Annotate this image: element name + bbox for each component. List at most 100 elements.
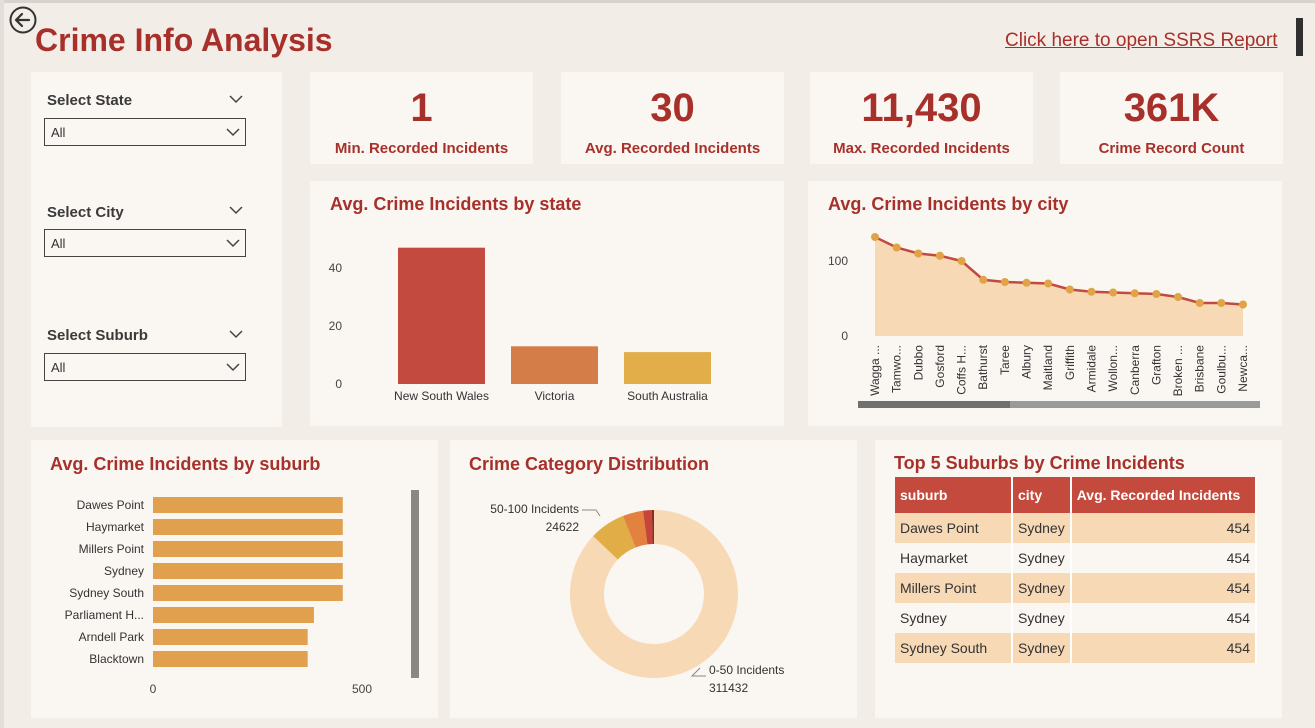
slice-label: 50-100 Incidents	[490, 502, 579, 516]
table-cell: Sydney	[1012, 573, 1072, 603]
y-tick-label: Sydney South	[69, 586, 144, 600]
chevron-down-icon[interactable]	[229, 205, 243, 215]
back-arrow-icon[interactable]	[9, 6, 37, 34]
bar-parliament-h-	[153, 607, 314, 623]
city-slicer-label: Select City	[47, 204, 124, 221]
chevron-down-icon	[226, 128, 240, 137]
table-cell: Sydney South	[895, 633, 1013, 663]
kpi-card-min: 1 Min. Recorded Incidents	[310, 72, 533, 164]
y-tick-label: Blacktown	[89, 652, 144, 666]
x-tick-label: New South Wales	[394, 389, 489, 403]
x-tick-label: Griffith	[1063, 345, 1077, 380]
x-tick-label: Bathurst	[976, 344, 990, 389]
state-dropdown[interactable]: All	[44, 118, 246, 146]
ssrs-report-link[interactable]: Click here to open SSRS Report	[1005, 30, 1278, 51]
slice-200-500-incidents	[642, 510, 653, 545]
table-cell: 454	[1070, 633, 1258, 663]
table-cell: 454	[1070, 543, 1258, 573]
y-tick-label: 0	[335, 377, 342, 391]
city-chart-title: Avg. Crime Incidents by city	[828, 194, 1069, 214]
y-tick-label: 40	[329, 261, 343, 275]
kpi-card-count: 361K Crime Record Count	[1060, 72, 1283, 164]
x-tick-label: South Australia	[627, 389, 708, 403]
table-cell: 454	[1070, 603, 1258, 633]
bar-arndell-park	[153, 629, 308, 645]
bar-south-australia	[624, 352, 711, 384]
bar-sydney-south	[153, 585, 343, 601]
table-cell: Haymarket	[895, 543, 1013, 573]
x-tick-label: Dubbo	[911, 345, 925, 381]
bar-victoria	[511, 346, 598, 384]
category-donut-chart: 0-50 Incidents 311432 50-100 Incidents 2462…	[490, 502, 784, 695]
table-cell: Sydney	[1012, 543, 1072, 573]
table-cell: Sydney	[1012, 633, 1072, 663]
chevron-down-icon[interactable]	[229, 94, 243, 104]
table-cell: Millers Point	[895, 573, 1013, 603]
table-header-row: suburb city Avg. Recorded Incidents	[895, 477, 1258, 513]
data-point	[892, 243, 901, 252]
category-chart-title: Crime Category Distribution	[469, 454, 710, 474]
x-tick-label: Wollon...	[1106, 345, 1120, 391]
x-tick-label: Coffs H...	[955, 345, 969, 395]
state-chart-panel: Avg. Crime Incidents by state 0 20 40 New S…	[310, 181, 784, 426]
column-header-city[interactable]: city	[1012, 477, 1072, 513]
slice-100-200-incidents	[623, 510, 648, 548]
city-area-chart: 0 100 Wagga ... Tamwo... Dubbo Gosford Coffs H…	[828, 233, 1260, 408]
table-row[interactable]: Haymarket Sydney 454	[895, 543, 1258, 573]
x-tick-label: Victoria	[535, 389, 575, 403]
chevron-down-icon[interactable]	[229, 329, 243, 339]
column-header-avg-incidents[interactable]: Avg. Recorded Incidents	[1070, 477, 1258, 513]
x-tick-label: Newca...	[1236, 345, 1250, 392]
y-tick-label: Millers Point	[79, 542, 145, 556]
suburb-dropdown-value: All	[51, 360, 66, 375]
city-dropdown-value: All	[51, 236, 66, 251]
y-tick-label: 100	[828, 254, 848, 268]
suburb-bar-chart: Dawes Point Haymarket Millers Point Sydney S…	[65, 490, 419, 696]
state-chart-title: Avg. Crime Incidents by state	[330, 194, 582, 214]
y-tick-label: Haymarket	[86, 520, 145, 534]
table-row[interactable]: Millers Point Sydney 454	[895, 573, 1258, 603]
slice-value: 311432	[709, 681, 748, 695]
city-dropdown[interactable]: All	[44, 229, 246, 257]
scrollbar-thumb	[858, 401, 1010, 408]
data-point	[979, 275, 988, 284]
suburb-dropdown[interactable]: All	[44, 353, 246, 381]
y-tick-label: Parliament H...	[65, 608, 144, 622]
leader-line	[582, 509, 601, 517]
slice-50-100-incidents	[593, 515, 636, 560]
x-tick-label: Goulbu...	[1214, 345, 1228, 394]
slicer-panel: Select State All Select City All Select …	[31, 72, 282, 427]
leader-line	[690, 667, 706, 677]
suburb-chart-title: Avg. Crime Incidents by suburb	[50, 454, 321, 474]
kpi-label: Crime Record Count	[1098, 140, 1245, 157]
state-slicer-label: Select State	[47, 92, 133, 109]
column-header-suburb[interactable]: suburb	[895, 477, 1013, 513]
category-chart-panel: Crime Category Distribution 0-50 Inciden…	[450, 440, 857, 718]
x-tick-label: Albury	[1020, 345, 1034, 379]
data-point	[1065, 285, 1074, 294]
city-chart-panel: Avg. Crime Incidents by city 0 100 Wagga .…	[808, 181, 1282, 426]
area-fill	[875, 237, 1243, 336]
table-row[interactable]: Dawes Point Sydney 454	[895, 513, 1258, 543]
page-title: Crime Info Analysis	[35, 22, 333, 58]
kpi-card-max: 11,430 Max. Recorded Incidents	[810, 72, 1033, 164]
data-point	[1000, 278, 1009, 286]
slice-value: 24622	[546, 520, 580, 534]
x-tick-label: Brisbane	[1193, 345, 1207, 393]
suburb-chart-panel: Avg. Crime Incidents by suburb Dawes Poi…	[31, 440, 438, 718]
table-row[interactable]: Sydney Sydney 454	[895, 603, 1258, 633]
top5-table-panel: Top 5 Suburbs by Crime Incidents suburb …	[875, 440, 1282, 718]
table-row[interactable]: Sydney South Sydney 454	[895, 633, 1258, 663]
slice-500-incidents	[651, 510, 654, 545]
bar-dawes-point	[153, 497, 343, 513]
scrollbar-track	[1010, 401, 1260, 408]
bar-millers-point	[153, 541, 343, 557]
x-tick-label: Maitland	[1041, 345, 1055, 390]
kpi-value: 361K	[1123, 86, 1220, 130]
x-tick-label: Wagga ...	[868, 345, 882, 396]
bar-haymarket	[153, 519, 343, 535]
x-tick-label: Armidale	[1084, 345, 1098, 393]
data-point	[1239, 300, 1247, 309]
table-cell: 454	[1070, 513, 1258, 543]
page-scrollbar[interactable]	[1296, 18, 1303, 56]
